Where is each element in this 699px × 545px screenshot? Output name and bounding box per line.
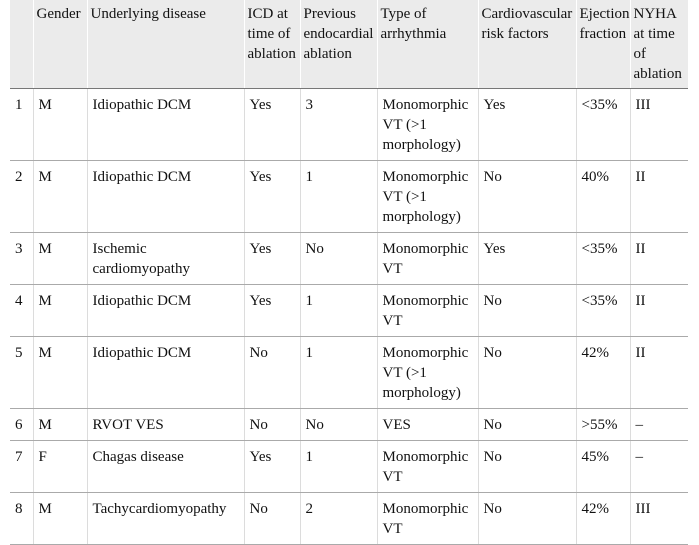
table-cell: Yes bbox=[478, 232, 577, 285]
table-cell: M bbox=[33, 284, 88, 337]
table-cell: 1 bbox=[300, 440, 378, 493]
table-cell: 6 bbox=[10, 408, 34, 441]
table-cell: II bbox=[630, 160, 688, 233]
table-cell: <35% bbox=[576, 88, 631, 161]
header-row: Gender Underlying disease ICD at time of a… bbox=[10, 0, 688, 89]
table-cell: Yes bbox=[244, 160, 301, 233]
header-cell: Cardiovascular risk factors bbox=[478, 0, 577, 89]
data-table: Gender Underlying disease ICD at time of a… bbox=[10, 0, 688, 545]
table-row: 1 M Idiopathic DCM Yes 3 Monomorphic VT (>1 m… bbox=[10, 88, 688, 161]
table-cell: Monomorphic VT (>1 morphology) bbox=[377, 160, 479, 233]
table-cell: II bbox=[630, 284, 688, 337]
table-cell: Yes bbox=[244, 232, 301, 285]
table-cell: 3 bbox=[300, 88, 378, 161]
table-cell: Idiopathic DCM bbox=[87, 336, 245, 409]
table-row: 8 M Tachycardiomyopathy No 2 Monomorphic VT No… bbox=[10, 492, 688, 545]
table-cell: Monomorphic VT (>1 morphology) bbox=[377, 88, 479, 161]
table-row: 3 M Ischemic cardiomyopathy Yes No Monomorphi… bbox=[10, 232, 688, 285]
table-cell: No bbox=[478, 336, 577, 409]
table-cell: Monomorphic VT bbox=[377, 232, 479, 285]
table-cell: 7 bbox=[10, 440, 34, 493]
table-row: 6 M RVOT VES No No VES No >55% – bbox=[10, 408, 688, 441]
table-cell: No bbox=[478, 440, 577, 493]
table-cell: Yes bbox=[244, 284, 301, 337]
table-cell: No bbox=[244, 408, 301, 441]
table-cell: II bbox=[630, 336, 688, 409]
table-cell: M bbox=[33, 336, 88, 409]
header-cell: Gender bbox=[33, 0, 88, 89]
table-cell: Monomorphic VT (>1 morphology) bbox=[377, 336, 479, 409]
table-cell: No bbox=[478, 408, 577, 441]
table-cell: RVOT VES bbox=[87, 408, 245, 441]
header-cell: Underlying disease bbox=[87, 0, 245, 89]
table-cell: No bbox=[300, 232, 378, 285]
table-cell: No bbox=[244, 336, 301, 409]
table-cell: 40% bbox=[576, 160, 631, 233]
table-cell: – bbox=[630, 440, 688, 493]
table-cell: 2 bbox=[10, 160, 34, 233]
table-cell: Yes bbox=[244, 440, 301, 493]
table-row: 7 F Chagas disease Yes 1 Monomorphic VT No 45% – bbox=[10, 440, 688, 493]
header-cell: ICD at time of ablation bbox=[244, 0, 301, 89]
table-cell: Ischemic cardiomyopathy bbox=[87, 232, 245, 285]
table-cell: <35% bbox=[576, 232, 631, 285]
table-cell: Idiopathic DCM bbox=[87, 160, 245, 233]
table-cell: III bbox=[630, 492, 688, 545]
table-cell: 45% bbox=[576, 440, 631, 493]
table-cell: Monomorphic VT bbox=[377, 284, 479, 337]
table-cell: No bbox=[244, 492, 301, 545]
table-cell: M bbox=[33, 88, 88, 161]
table-cell: M bbox=[33, 492, 88, 545]
table-cell: Chagas disease bbox=[87, 440, 245, 493]
table-cell: Yes bbox=[478, 88, 577, 161]
table-cell: M bbox=[33, 160, 88, 233]
table-cell: F bbox=[33, 440, 88, 493]
table-cell: Tachycardiomyopathy bbox=[87, 492, 245, 545]
header-cell: NYHA at time of ablation bbox=[630, 0, 688, 89]
table-cell: Monomorphic VT bbox=[377, 440, 479, 493]
table-cell: II bbox=[630, 232, 688, 285]
table-cell: >55% bbox=[576, 408, 631, 441]
table-cell: – bbox=[630, 408, 688, 441]
header-cell: Previous endocardial ablation bbox=[300, 0, 378, 89]
table-cell: M bbox=[33, 408, 88, 441]
table-cell: 42% bbox=[576, 492, 631, 545]
table-cell: No bbox=[478, 284, 577, 337]
table-cell: 3 bbox=[10, 232, 34, 285]
table-cell: 2 bbox=[300, 492, 378, 545]
table-cell: <35% bbox=[576, 284, 631, 337]
table-cell: No bbox=[300, 408, 378, 441]
table-cell: 4 bbox=[10, 284, 34, 337]
table-cell: Yes bbox=[244, 88, 301, 161]
table-cell: 1 bbox=[300, 284, 378, 337]
table-cell: No bbox=[478, 492, 577, 545]
table-cell: VES bbox=[377, 408, 479, 441]
table-cell: 42% bbox=[576, 336, 631, 409]
table-cell: Idiopathic DCM bbox=[87, 88, 245, 161]
header-cell: Type of arrhythmia bbox=[377, 0, 479, 89]
table-row: 4 M Idiopathic DCM Yes 1 Monomorphic VT No <35%… bbox=[10, 284, 688, 337]
table-cell: Idiopathic DCM bbox=[87, 284, 245, 337]
table-cell: 1 bbox=[10, 88, 34, 161]
table-cell: 1 bbox=[300, 160, 378, 233]
table-cell: 1 bbox=[300, 336, 378, 409]
table-body: 1 M Idiopathic DCM Yes 3 Monomorphic VT (>1 m… bbox=[10, 88, 688, 545]
table-row: 2 M Idiopathic DCM Yes 1 Monomorphic VT (>1 m… bbox=[10, 160, 688, 233]
table-cell: M bbox=[33, 232, 88, 285]
table-cell: 5 bbox=[10, 336, 34, 409]
header-cell: Ejection fraction bbox=[576, 0, 631, 89]
table-header: Gender Underlying disease ICD at time of a… bbox=[10, 0, 688, 89]
table-cell: Monomorphic VT bbox=[377, 492, 479, 545]
table-cell: 8 bbox=[10, 492, 34, 545]
table-row: 5 M Idiopathic DCM No 1 Monomorphic VT (>1 mo… bbox=[10, 336, 688, 409]
table-cell: No bbox=[478, 160, 577, 233]
table-cell: III bbox=[630, 88, 688, 161]
header-cell bbox=[10, 0, 34, 89]
